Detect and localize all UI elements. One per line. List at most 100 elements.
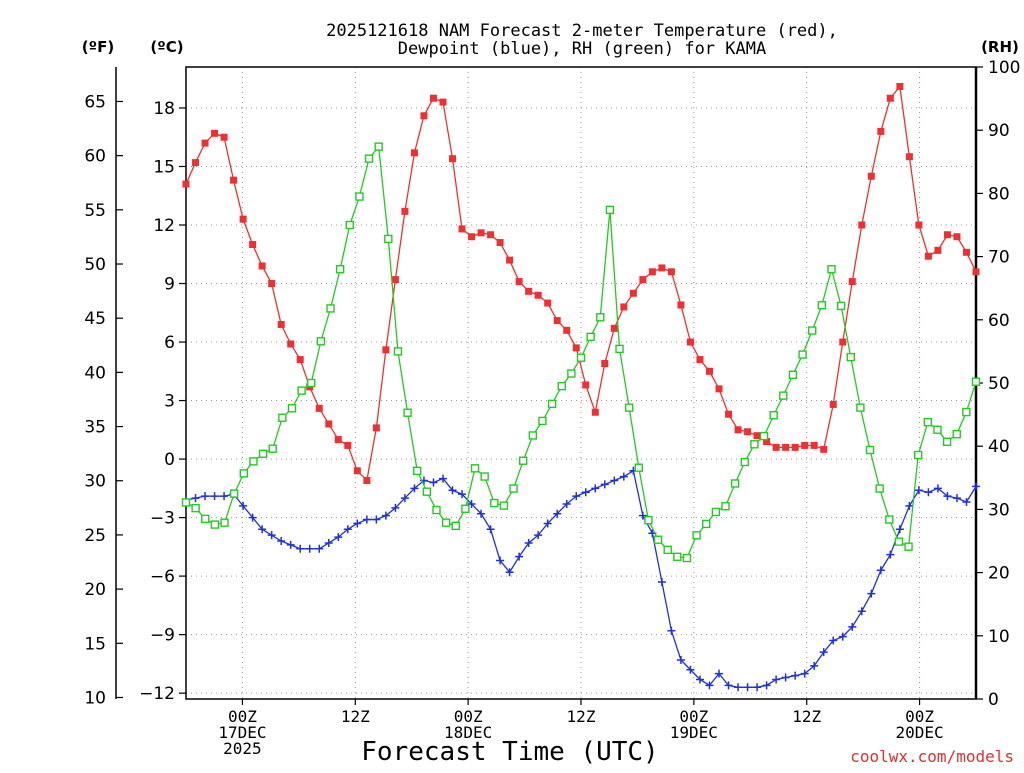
rh-point-51: [673, 552, 682, 561]
rh-point-33: [499, 501, 509, 510]
rh-point-35: [518, 456, 528, 465]
dewpoint-line: [185, 469, 977, 688]
dewpoint-point-8: [258, 525, 267, 534]
rh-point-32: [490, 498, 499, 508]
temperature-point-51: [667, 268, 675, 276]
temperature-point-56: [715, 385, 723, 393]
temperature-point-44: [601, 359, 609, 367]
temperature-point-21: [382, 346, 390, 354]
temperature-point-15: [325, 420, 333, 428]
temperature-point-43: [591, 408, 599, 416]
f-tick-label-9: 55: [84, 201, 106, 221]
dewpoint-point-54: [695, 675, 704, 684]
temperature-point-59: [744, 428, 752, 436]
rh-point-15: [326, 304, 335, 313]
dewpoint-point-41: [572, 492, 581, 501]
temperature-point-30: [468, 233, 476, 241]
f-tick-label-1: 15: [84, 634, 106, 654]
temperature-point-10: [277, 320, 285, 328]
rh-point-40: [567, 369, 576, 378]
dewpoint-point-15: [324, 538, 333, 547]
temperature-point-0: [182, 180, 190, 188]
x-tick-label-1-0: 12Z: [341, 707, 370, 726]
rh-tick-label-2: 20: [988, 564, 1010, 584]
temperature-point-14: [315, 404, 323, 412]
temperature-point-63: [782, 443, 790, 451]
temperature-point-68: [829, 400, 837, 408]
rh-point-58: [740, 457, 749, 467]
rh-point-7: [249, 457, 258, 466]
temperature-point-49: [648, 268, 656, 276]
rh-point-37: [538, 416, 547, 426]
rh-point-5: [229, 489, 239, 498]
temperature-point-18: [353, 467, 361, 475]
temperature-point-33: [496, 239, 504, 247]
rh-point-39: [557, 381, 566, 391]
credit-text: coolwx.com/models: [850, 747, 1014, 766]
x-tick-label-2-1: 18DEC: [444, 723, 492, 742]
c-tick-label-1: −9: [150, 626, 175, 646]
temperature-point-27: [439, 98, 447, 106]
dewpoint-point-39: [553, 509, 562, 518]
dewpoint-point-13: [305, 544, 314, 553]
rh-tick-label-6: 60: [988, 311, 1010, 331]
temperature-point-58: [734, 426, 742, 434]
dewpoint-point-30: [467, 499, 476, 508]
dewpoint-point-83: [972, 482, 980, 491]
rh-point-64: [798, 350, 807, 359]
dewpoint-point-1: [191, 494, 200, 503]
dewpoint-point-79: [933, 484, 942, 493]
dewpoint-point-64: [791, 671, 800, 680]
dewpoint-point-81: [952, 494, 961, 503]
dewpoint-point-2: [201, 492, 210, 501]
temperature-point-62: [772, 443, 780, 451]
rh-point-18: [355, 192, 364, 201]
c-tick-label-0: −12: [139, 684, 175, 704]
dewpoint-point-66: [810, 661, 819, 670]
dewpoint-point-46: [619, 472, 628, 481]
dewpoint-point-76: [905, 501, 914, 510]
f-tick-label-8: 50: [84, 255, 106, 275]
temperature-point-72: [867, 172, 875, 180]
dewpoint-point-78: [924, 488, 933, 497]
dewpoint-point-6: [239, 501, 248, 510]
rh-point-14: [316, 337, 326, 346]
temperature-point-6: [239, 215, 247, 223]
rh-point-60: [759, 431, 769, 441]
dewpoint-point-16: [334, 533, 343, 542]
rh-point-44: [605, 205, 615, 215]
dewpoint-point-63: [781, 673, 790, 682]
temperature-point-9: [268, 280, 276, 288]
rh-point-0: [181, 498, 191, 507]
x-tick-label-4-1: 19DEC: [670, 723, 718, 742]
dewpoint-point-19: [362, 515, 371, 524]
rh-tick-label-5: 50: [988, 374, 1010, 394]
rh-point-67: [827, 265, 836, 274]
dewpoint-point-77: [914, 486, 923, 495]
rh-point-36: [528, 431, 538, 440]
x-tick-label-4-0: 00Z: [679, 707, 708, 726]
temperature-point-78: [924, 252, 932, 260]
fahrenheit-unit-label: (ºF): [82, 38, 114, 56]
dewpoint-point-44: [600, 480, 609, 489]
rh-axis: 0 10 20 30 40 50 60 70 80 90 100: [976, 58, 1020, 710]
rh-point-76: [913, 450, 923, 460]
temperature-point-53: [686, 338, 694, 346]
temperature-point-32: [487, 231, 495, 239]
chart-title-line-1: 2025121618 NAM Forecast 2-meter Temperat…: [326, 21, 838, 41]
dewpoint-point-67: [819, 648, 828, 657]
rh-point-4: [220, 518, 229, 527]
rh-point-79: [942, 437, 952, 446]
temperature-point-83: [972, 268, 980, 276]
rh-point-20: [374, 142, 383, 151]
temperature-point-57: [725, 410, 733, 418]
c-tick-label-4: 0: [164, 450, 175, 470]
rh-point-48: [644, 515, 653, 525]
dewpoint-point-24: [410, 484, 419, 493]
f-tick-label-4: 30: [84, 472, 106, 492]
rh-point-9: [268, 444, 277, 453]
rh-point-57: [730, 479, 740, 488]
rh-point-61: [769, 411, 778, 420]
c-tick-label-2: −6: [150, 567, 175, 587]
rh-point-68: [836, 301, 846, 311]
